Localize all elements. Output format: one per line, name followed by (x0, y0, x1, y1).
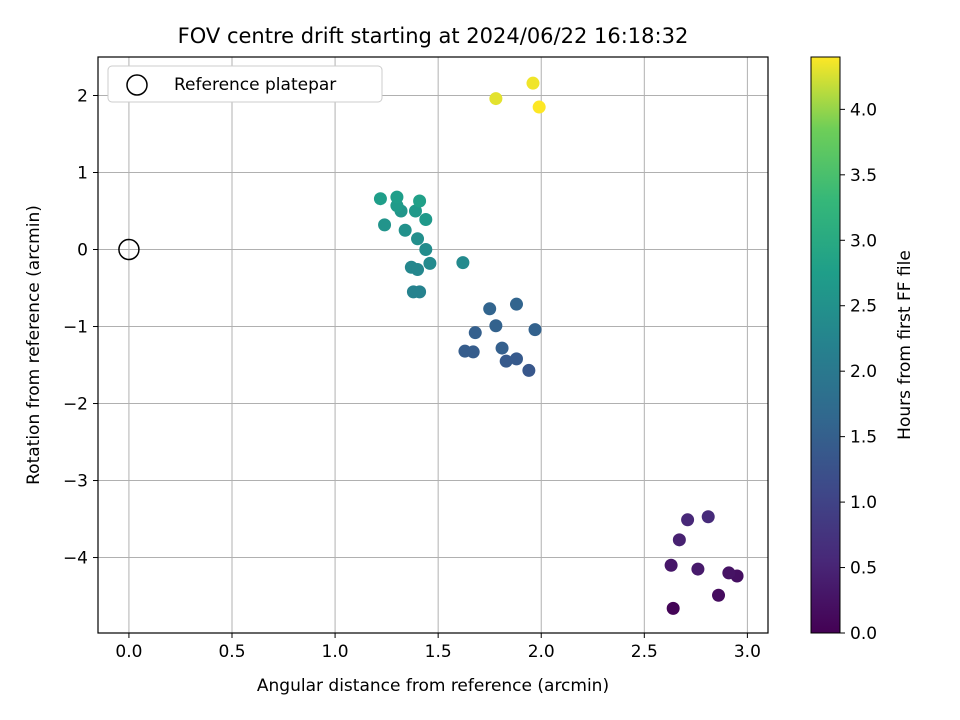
data-point (423, 256, 437, 270)
colorbar-gradient (810, 56, 841, 634)
data-point (413, 285, 427, 299)
x-tick-label: 0.0 (115, 642, 142, 662)
legend-marker (126, 74, 148, 96)
data-point (664, 558, 678, 572)
x-axis-label: Angular distance from reference (arcmin) (257, 676, 609, 696)
data-point (373, 192, 387, 206)
y-axis: 2 1 0 −1 −2 −3 −4 (63, 87, 98, 569)
data-point (390, 190, 404, 204)
data-point (722, 566, 736, 580)
data-point (666, 601, 680, 615)
data-point (532, 100, 546, 114)
colorbar-tick-label: 1.5 (850, 428, 877, 448)
y-tick-label: 1 (77, 164, 88, 184)
data-point (408, 204, 422, 218)
data-point (681, 513, 695, 527)
legend-label: Reference platepar (174, 75, 336, 95)
y-tick-label: −4 (63, 549, 88, 569)
colorbar-tick-label: 3.0 (850, 231, 877, 251)
data-point (701, 510, 715, 524)
y-tick-label: −3 (63, 472, 88, 492)
colorbar-tick-label: 2.5 (850, 297, 877, 317)
data-point (419, 243, 433, 257)
data-point (495, 341, 509, 355)
data-point (468, 326, 482, 340)
data-point (378, 218, 392, 232)
data-point (509, 352, 523, 366)
data-point (526, 76, 540, 90)
colorbar-tick-label: 4.0 (850, 100, 877, 120)
data-point (528, 323, 542, 337)
y-tick-label: 0 (77, 241, 88, 261)
data-point (522, 363, 536, 377)
data-point (499, 354, 513, 368)
reference-marker-layer (118, 238, 140, 261)
data-point (411, 232, 425, 246)
x-tick-label: 2.5 (631, 642, 658, 662)
scatter-points (373, 76, 744, 615)
data-point (672, 533, 686, 547)
legend: Reference platepar (107, 65, 383, 103)
data-point (509, 297, 523, 311)
x-tick-label: 0.5 (218, 642, 245, 662)
y-tick-label: −2 (63, 395, 88, 415)
data-point (483, 302, 497, 316)
legend-box (107, 65, 383, 103)
y-tick-label: −1 (63, 318, 88, 338)
colorbar-tick-label: 2.0 (850, 362, 877, 382)
chart-title: FOV centre drift starting at 2024/06/22 … (178, 24, 689, 48)
colorbar-tick-label: 1.0 (850, 493, 877, 513)
plot-area-frame (97, 56, 769, 634)
colorbar-ticks: 0.0 0.5 1.0 1.5 2.0 2.5 3.0 3.5 4.0 (840, 100, 877, 644)
data-point (456, 256, 470, 270)
x-tick-label: 2.0 (528, 642, 555, 662)
x-tick-label: 1.5 (425, 642, 452, 662)
data-point (411, 263, 425, 277)
data-point (489, 92, 503, 106)
colorbar: 0.0 0.5 1.0 1.5 2.0 2.5 3.0 3.5 4.0 Hours from f… (810, 56, 915, 644)
colorbar-label: Hours from first FF file (895, 250, 915, 440)
colorbar-tick-label: 3.5 (850, 166, 877, 186)
colorbar-tick-label: 0.0 (850, 624, 877, 644)
x-tick-label: 1.0 (322, 642, 349, 662)
x-tick-label: 3.0 (734, 642, 761, 662)
x-axis: 0.0 0.5 1.0 1.5 2.0 2.5 3.0 (115, 633, 761, 662)
data-point (712, 588, 726, 602)
data-point (691, 562, 705, 576)
y-axis-label: Rotation from reference (arcmin) (24, 205, 44, 485)
reference-point (118, 238, 140, 261)
data-point (413, 194, 427, 208)
data-point (419, 212, 433, 226)
data-point (489, 319, 503, 333)
data-point (466, 345, 480, 359)
colorbar-tick-label: 0.5 (850, 559, 877, 579)
data-point (398, 223, 412, 237)
y-tick-label: 2 (77, 87, 88, 107)
